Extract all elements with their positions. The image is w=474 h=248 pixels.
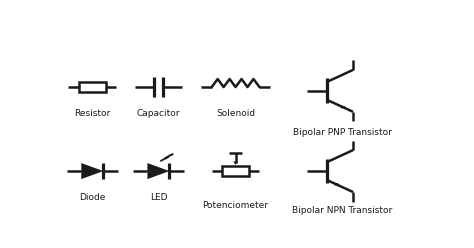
Polygon shape xyxy=(233,161,238,165)
Text: Capacitor: Capacitor xyxy=(137,109,180,118)
Polygon shape xyxy=(82,163,103,179)
Text: Diode: Diode xyxy=(79,193,106,202)
Text: LED: LED xyxy=(150,193,167,202)
Text: Bipolar NPN Transistor: Bipolar NPN Transistor xyxy=(292,206,392,216)
Polygon shape xyxy=(337,105,346,109)
Bar xyxy=(79,82,106,92)
Polygon shape xyxy=(164,157,169,159)
Text: Solenoid: Solenoid xyxy=(216,109,255,118)
Text: Bipolar PNP Transistor: Bipolar PNP Transistor xyxy=(292,128,392,137)
Polygon shape xyxy=(334,183,342,187)
Text: Potenciometer: Potenciometer xyxy=(202,201,269,210)
Bar xyxy=(222,166,249,176)
Polygon shape xyxy=(168,154,173,156)
Text: Resistor: Resistor xyxy=(74,109,110,118)
Polygon shape xyxy=(147,163,170,179)
